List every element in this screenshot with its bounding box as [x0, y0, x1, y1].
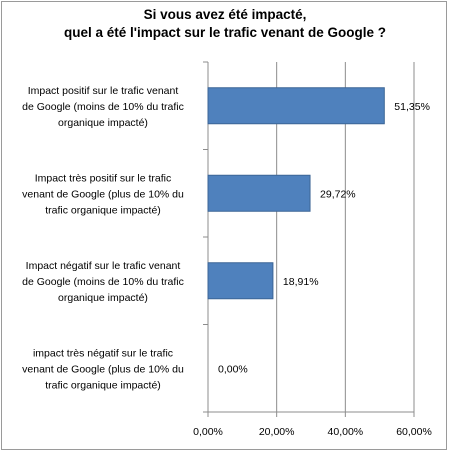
category-label: trafic organique impacté)	[45, 379, 161, 391]
data-label: 29,72%	[320, 188, 356, 200]
x-tick-label: 40,00%	[328, 426, 364, 438]
category-label: venant de Google (plus de 10% du	[22, 363, 184, 375]
bar	[207, 262, 274, 300]
data-label: 0,00%	[218, 363, 248, 375]
bar	[207, 87, 385, 125]
chart-title: Si vous avez été impacté, quel a été l'i…	[0, 6, 450, 42]
category-label: de Google (moins de 10% du trafic	[22, 101, 184, 113]
category-label: organique impacté)	[58, 292, 148, 304]
x-tick-label: 0,00%	[193, 426, 223, 438]
bar	[207, 174, 311, 212]
category-label: Impact négatif sur le trafic venant	[26, 260, 181, 272]
data-label: 51,35%	[394, 101, 430, 113]
category-label: de Google (moins de 10% du trafic	[22, 276, 184, 288]
category-label: organique impacté)	[58, 117, 148, 129]
category-label: trafic organique impacté)	[45, 204, 161, 216]
data-label: 18,91%	[283, 276, 319, 288]
category-label: Impact très positif sur le trafic	[35, 172, 172, 184]
x-tick-label: 20,00%	[259, 426, 295, 438]
chart-title-line-2: quel a été l'impact sur le trafic venant…	[63, 25, 387, 40]
chart-title-line-1: Si vous avez été impacté,	[143, 7, 307, 22]
category-label: venant de Google (plus de 10% du	[22, 188, 184, 200]
category-label: Impact positif sur le trafic venant	[28, 85, 179, 97]
x-tick-label: 60,00%	[396, 426, 432, 438]
category-label: impact très négatif sur le trafic	[33, 347, 173, 359]
